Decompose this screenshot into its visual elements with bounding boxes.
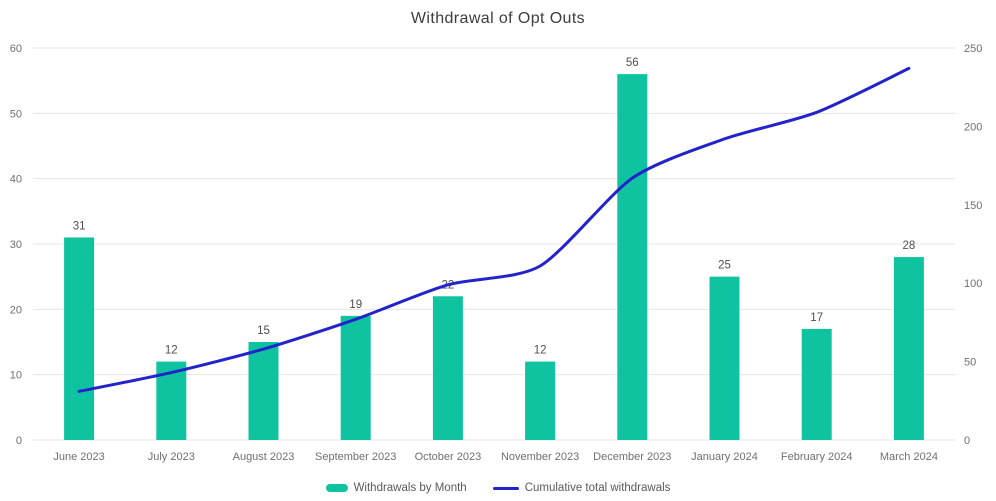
bar-october-2023[interactable] <box>432 296 463 440</box>
left-axis-tick-20: 20 <box>10 304 22 316</box>
bar-november-2023[interactable] <box>525 361 556 440</box>
x-axis-label-march-2024: March 2024 <box>880 451 938 463</box>
right-axis-tick-150: 150 <box>964 200 982 212</box>
bar-value-label-july-2023: 12 <box>165 345 178 357</box>
bar-value-label-february-2024: 17 <box>810 312 823 324</box>
left-axis-tick-0: 0 <box>16 435 22 447</box>
x-axis-label-december-2023: December 2023 <box>593 451 671 463</box>
bar-value-label-january-2024: 25 <box>718 260 731 272</box>
right-axis-tick-50: 50 <box>964 357 976 369</box>
x-axis-label-november-2023: November 2023 <box>501 451 579 463</box>
x-axis-label-september-2023: September 2023 <box>315 451 396 463</box>
x-axis-label-january-2024: January 2024 <box>691 451 758 463</box>
left-axis-tick-50: 50 <box>10 108 22 120</box>
chart-legend: Withdrawals by Month Cumulative total wi… <box>0 482 996 494</box>
x-axis-label-june-2023: June 2023 <box>53 451 104 463</box>
x-axis-label-october-2023: October 2023 <box>415 451 482 463</box>
bar-value-label-march-2024: 28 <box>903 240 916 252</box>
legend-item-cumulative-total[interactable]: Cumulative total withdrawals <box>492 482 671 494</box>
right-axis-tick-250: 250 <box>964 43 982 55</box>
bar-january-2024[interactable] <box>709 276 740 440</box>
bar-value-label-september-2023: 19 <box>349 299 362 311</box>
bar-value-label-december-2023: 56 <box>626 57 639 69</box>
left-axis-tick-10: 10 <box>10 370 22 382</box>
legend-line-label: Cumulative total withdrawals <box>524 482 671 494</box>
left-axis-tick-40: 40 <box>10 174 22 186</box>
bar-march-2024[interactable] <box>893 257 924 440</box>
bar-value-label-august-2023: 15 <box>257 325 270 337</box>
chart-title: Withdrawal of Opt Outs <box>410 10 586 27</box>
legend-item-withdrawals-by-month[interactable]: Withdrawals by Month <box>325 482 467 494</box>
right-axis-tick-0: 0 <box>964 435 970 447</box>
right-axis-tick-100: 100 <box>964 278 982 290</box>
x-axis-label-august-2023: August 2023 <box>233 451 295 463</box>
bar-series-swatch-icon <box>325 484 348 492</box>
left-axis-tick-60: 60 <box>10 43 22 55</box>
bar-value-label-june-2023: 31 <box>73 220 86 232</box>
bar-february-2024[interactable] <box>801 328 832 440</box>
left-axis-tick-30: 30 <box>10 239 22 251</box>
bar-value-label-november-2023: 12 <box>534 345 547 357</box>
bar-august-2023[interactable] <box>248 342 279 440</box>
x-axis-label-july-2023: July 2023 <box>148 451 195 463</box>
x-axis-label-february-2024: February 2024 <box>781 451 853 463</box>
right-axis-tick-200: 200 <box>964 121 982 133</box>
bar-september-2023[interactable] <box>340 315 371 440</box>
bar-december-2023[interactable] <box>617 74 648 440</box>
cumulative-total-line[interactable] <box>77 66 911 393</box>
legend-bar-label: Withdrawals by Month <box>353 482 467 494</box>
line-series-swatch-icon <box>492 486 519 490</box>
bar-june-2023[interactable] <box>64 237 95 440</box>
